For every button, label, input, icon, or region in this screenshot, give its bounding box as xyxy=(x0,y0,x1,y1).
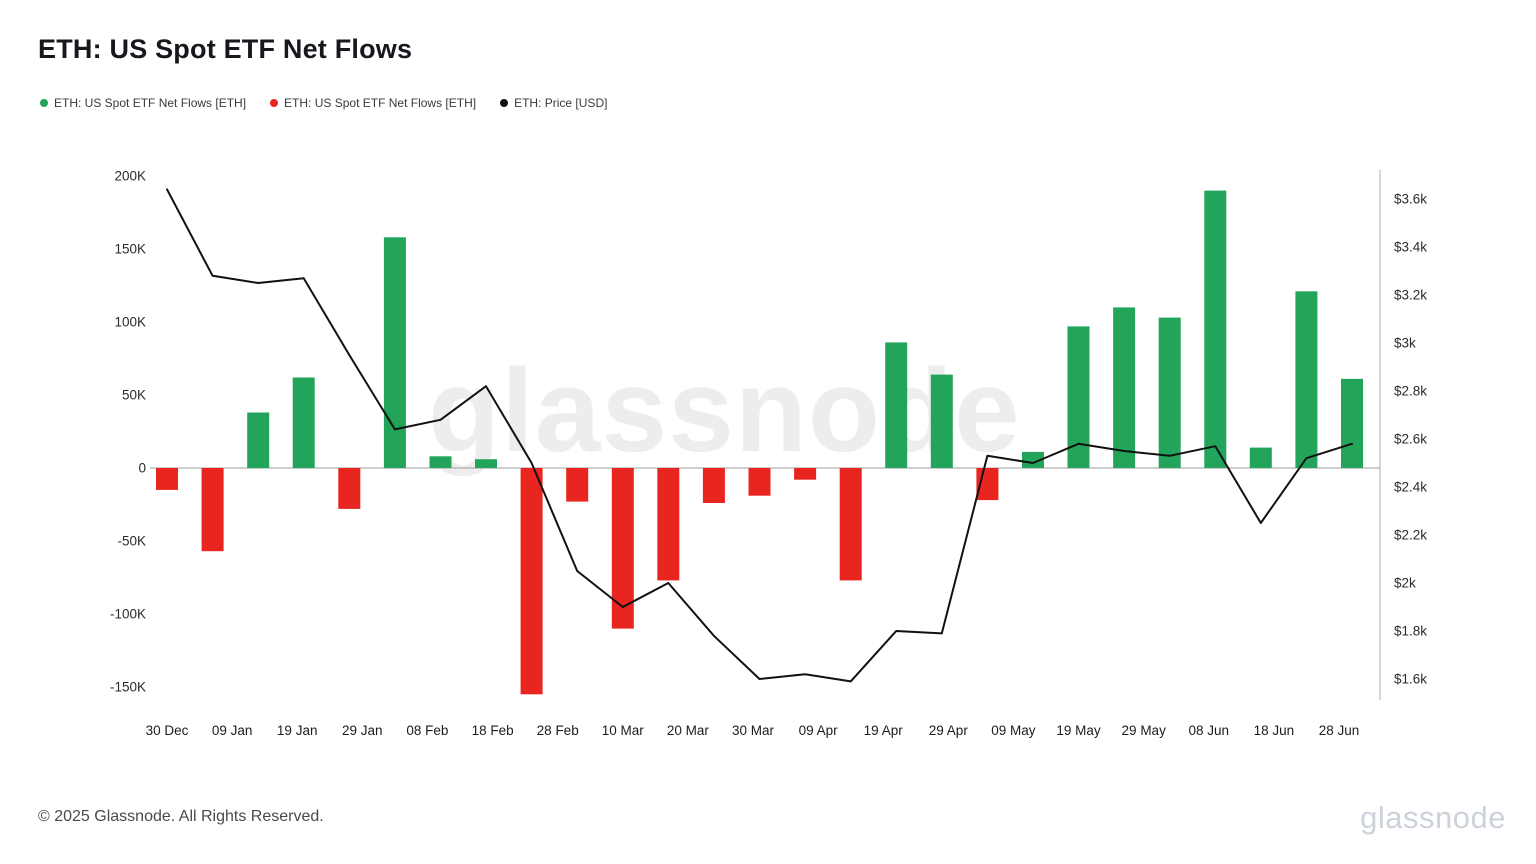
netflow-bar xyxy=(611,468,634,629)
x-axis-tick-label: 09 May xyxy=(991,723,1036,738)
netflow-bar xyxy=(247,412,270,468)
x-axis-tick-label: 28 Feb xyxy=(537,723,579,738)
netflow-bar xyxy=(429,456,452,468)
left-axis-tick-label: 200K xyxy=(114,169,146,184)
netflow-bar xyxy=(338,468,361,509)
right-axis-tick-label: $1.6k xyxy=(1394,672,1427,687)
netflow-bar xyxy=(702,468,725,503)
netflow-bar xyxy=(475,459,497,468)
right-axis-tick-label: $2.2k xyxy=(1394,528,1427,543)
netflow-bar xyxy=(201,468,224,552)
x-axis-tick-label: 08 Jun xyxy=(1189,723,1230,738)
left-axis-tick-label: 0 xyxy=(138,461,146,476)
watermark: glassnode xyxy=(428,345,1021,477)
legend-label: ETH: US Spot ETF Net Flows [ETH] xyxy=(284,96,477,110)
legend-item-netflow-negative[interactable]: ETH: US Spot ETF Net Flows [ETH] xyxy=(270,96,476,110)
x-axis-tick-label: 28 Jun xyxy=(1319,723,1360,738)
legend-item-netflow-positive[interactable]: ETH: US Spot ETF Net Flows [ETH] xyxy=(40,96,246,110)
right-axis-tick-label: $1.8k xyxy=(1394,624,1427,639)
netflow-bar xyxy=(930,374,953,468)
left-axis-tick-label: 50K xyxy=(122,388,146,403)
netflow-bar xyxy=(1295,291,1318,468)
x-axis-tick-label: 29 May xyxy=(1122,723,1167,738)
x-axis-tick-label: 30 Mar xyxy=(732,723,775,738)
netflow-bar xyxy=(839,468,862,581)
netflow-bar xyxy=(156,468,178,490)
right-axis-tick-label: $3.6k xyxy=(1394,192,1427,207)
right-axis-tick-label: $2.8k xyxy=(1394,384,1427,399)
x-axis-tick-label: 29 Jan xyxy=(342,723,383,738)
x-axis-tick-label: 19 Jan xyxy=(277,723,318,738)
right-axis-tick-label: $2k xyxy=(1394,576,1416,591)
legend: ETH: US Spot ETF Net Flows [ETH] ETH: US … xyxy=(40,96,607,110)
copyright-text: © 2025 Glassnode. All Rights Reserved. xyxy=(38,808,324,825)
netflow-bar xyxy=(885,342,908,468)
netflow-bar xyxy=(292,377,315,468)
left-axis-tick-label: 100K xyxy=(114,315,146,330)
netflow-bar xyxy=(748,468,771,496)
right-axis-tick-label: $3k xyxy=(1394,336,1416,351)
price-line xyxy=(166,188,1353,683)
netflow-bar xyxy=(1067,326,1090,468)
x-axis-tick-label: 10 Mar xyxy=(602,723,645,738)
x-axis-tick-label: 08 Feb xyxy=(406,723,448,738)
netflow-bar xyxy=(1113,307,1136,468)
x-axis-tick-label: 19 Apr xyxy=(864,723,904,738)
x-axis-tick-label: 30 Dec xyxy=(146,723,189,738)
x-axis-tick-label: 09 Apr xyxy=(799,723,839,738)
x-axis-tick-label: 18 Jun xyxy=(1254,723,1295,738)
chart-title: ETH: US Spot ETF Net Flows xyxy=(38,34,413,64)
netflow-bar xyxy=(794,468,817,480)
legend-label: ETH: Price [USD] xyxy=(514,96,608,110)
left-axis-tick-label: -100K xyxy=(110,607,146,622)
netflow-bar xyxy=(1341,378,1363,468)
left-axis-tick-label: -50K xyxy=(117,534,146,549)
legend-dot-icon xyxy=(270,99,279,107)
right-axis-tick-label: $3.4k xyxy=(1394,240,1427,255)
legend-dot-icon xyxy=(40,99,48,107)
x-axis-tick-label: 20 Mar xyxy=(667,723,710,738)
glassnode-logo: glassnode xyxy=(1360,800,1506,835)
legend-label: ETH: US Spot ETF Net Flows [ETH] xyxy=(54,96,247,110)
left-axis-tick-label: -150K xyxy=(110,680,146,695)
legend-item-price[interactable]: ETH: Price [USD] xyxy=(500,96,607,110)
netflow-bar xyxy=(1249,447,1272,468)
right-axis-tick-label: $2.6k xyxy=(1394,432,1427,447)
netflow-bar xyxy=(520,468,543,695)
netflow-bar xyxy=(657,468,680,581)
netflow-bar xyxy=(383,237,406,468)
netflow-bar xyxy=(1204,190,1227,468)
x-axis-tick-label: 09 Jan xyxy=(212,723,253,738)
netflow-bar xyxy=(1022,451,1044,468)
left-axis-tick-label: 150K xyxy=(114,242,146,257)
chart-canvas: 200K 150K 100K 50K 0 -50K -100K -150K $3.6k $3.4k… xyxy=(110,169,1427,739)
x-axis-tick-label: 19 May xyxy=(1056,723,1101,738)
x-axis-tick-label: 29 Apr xyxy=(929,723,969,738)
legend-dot-icon xyxy=(500,99,509,107)
x-axis-tick-label: 18 Feb xyxy=(472,723,514,738)
right-axis-tick-label: $3.2k xyxy=(1394,288,1427,303)
netflow-bar xyxy=(1158,317,1181,468)
right-axis-tick-label: $2.4k xyxy=(1394,480,1427,495)
netflow-bar xyxy=(566,468,589,502)
